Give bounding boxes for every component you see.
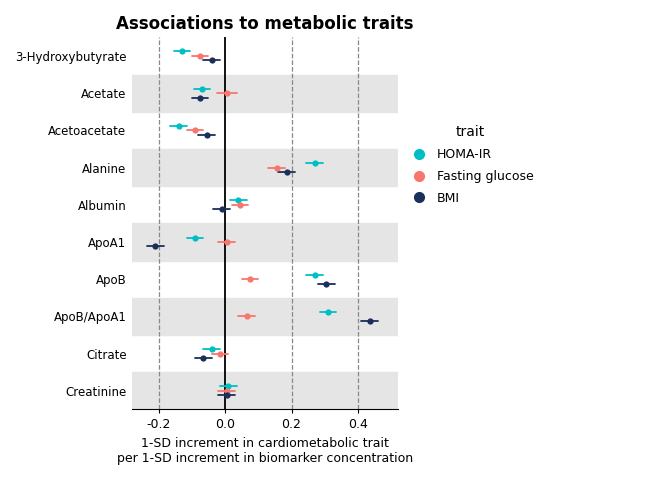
X-axis label: 1-SD increment in cardiometabolic trait
per 1-SD increment in biomarker concentr: 1-SD increment in cardiometabolic trait …: [117, 437, 413, 465]
Title: Associations to metabolic traits: Associations to metabolic traits: [116, 15, 414, 33]
Bar: [132, 298, 398, 335]
Legend: HOMA-IR, Fasting glucose, BMI: HOMA-IR, Fasting glucose, BMI: [407, 125, 534, 204]
Bar: [132, 149, 398, 186]
Bar: [132, 372, 398, 409]
Bar: [132, 223, 398, 261]
Bar: [132, 74, 398, 112]
